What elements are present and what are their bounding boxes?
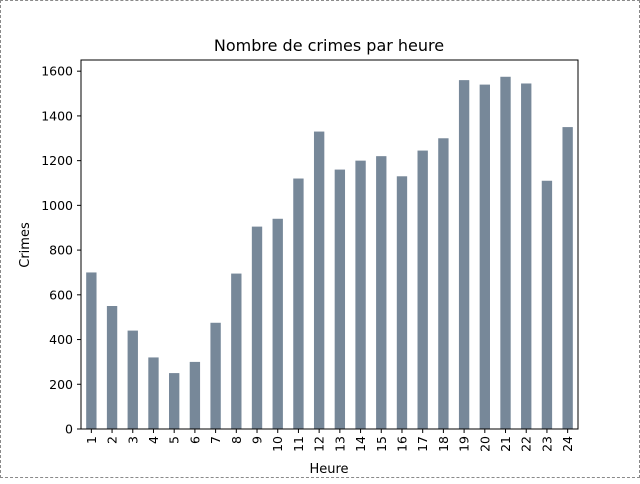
bar-hour-17 [417,150,428,429]
bar-hour-14 [355,160,366,429]
bar-hour-9 [251,226,263,429]
bar-hour-1 [86,272,97,429]
bar-hour-24 [562,127,573,429]
x-tick-label: 5 [167,436,182,444]
bar-hour-7 [210,322,221,429]
bars-group [86,76,573,430]
bar-hour-16 [396,176,408,429]
bar-hour-10 [272,218,283,429]
y-tick-label: 0 [65,422,73,437]
bar-hour-4 [148,357,159,429]
bar-hour-5 [169,373,180,429]
x-tick-label: 1 [84,436,99,444]
y-tick-label: 1000 [41,198,73,213]
x-tick-label: 23 [539,436,554,452]
x-tick-label: 17 [415,436,430,452]
x-tick-label: 20 [477,436,492,452]
bar-hour-20 [479,84,490,429]
y-tick-label: 200 [49,377,73,392]
x-tick-label: 8 [229,436,244,444]
x-tick-label: 19 [457,436,472,452]
x-tick-label: 7 [208,436,223,444]
x-tick-label: 9 [250,436,265,444]
bar-hour-3 [127,330,138,429]
y-tick-label: 1200 [41,153,73,168]
x-tick-label: 18 [436,436,451,452]
bar-hour-8 [231,273,242,429]
bar-hour-2 [106,306,118,429]
bar-hour-18 [438,138,449,429]
x-tick-label: 10 [270,436,285,452]
bar-hour-19 [458,80,470,429]
y-tick-label: 1400 [41,108,73,123]
x-tick-label: 4 [146,436,161,444]
bar-hour-23 [541,180,553,429]
y-axis-label: Crimes [18,222,33,268]
bar-hour-22 [521,83,532,429]
bar-hour-13 [334,169,346,429]
bar-hour-12 [313,131,325,429]
x-tick-label: 15 [374,436,389,452]
x-tick-label: 12 [312,436,327,452]
bar-hour-21 [500,76,511,430]
y-tick-label: 400 [49,332,73,347]
x-tick-label: 21 [498,436,513,452]
x-tick-label: 14 [353,436,368,452]
bar-hour-15 [376,156,387,429]
x-axis-ticks: 1 2 3 4 5 6 7 8 9 10 11 12 13 14 15 16 17 18 19 20 21 22 23 24 [84,429,575,452]
x-tick-label: 22 [519,436,534,452]
chart-title: Nombre de crimes par heure [214,36,444,55]
y-axis-ticks: 0 200 400 600 800 1000 1200 1400 1600 [41,64,81,437]
y-tick-label: 800 [49,243,73,258]
x-axis-label: Heure [309,462,348,477]
x-tick-label: 3 [125,436,140,444]
x-tick-label: 2 [105,436,120,444]
bar-hour-6 [189,361,201,429]
x-tick-label: 13 [332,436,347,452]
y-tick-label: 1600 [41,64,73,79]
x-tick-label: 6 [187,436,202,444]
y-tick-label: 600 [49,287,73,302]
x-tick-label: 24 [560,436,575,452]
x-tick-label: 16 [394,436,409,452]
plot-frame [80,59,579,430]
x-tick-label: 11 [291,436,306,452]
bar-hour-11 [293,178,304,429]
